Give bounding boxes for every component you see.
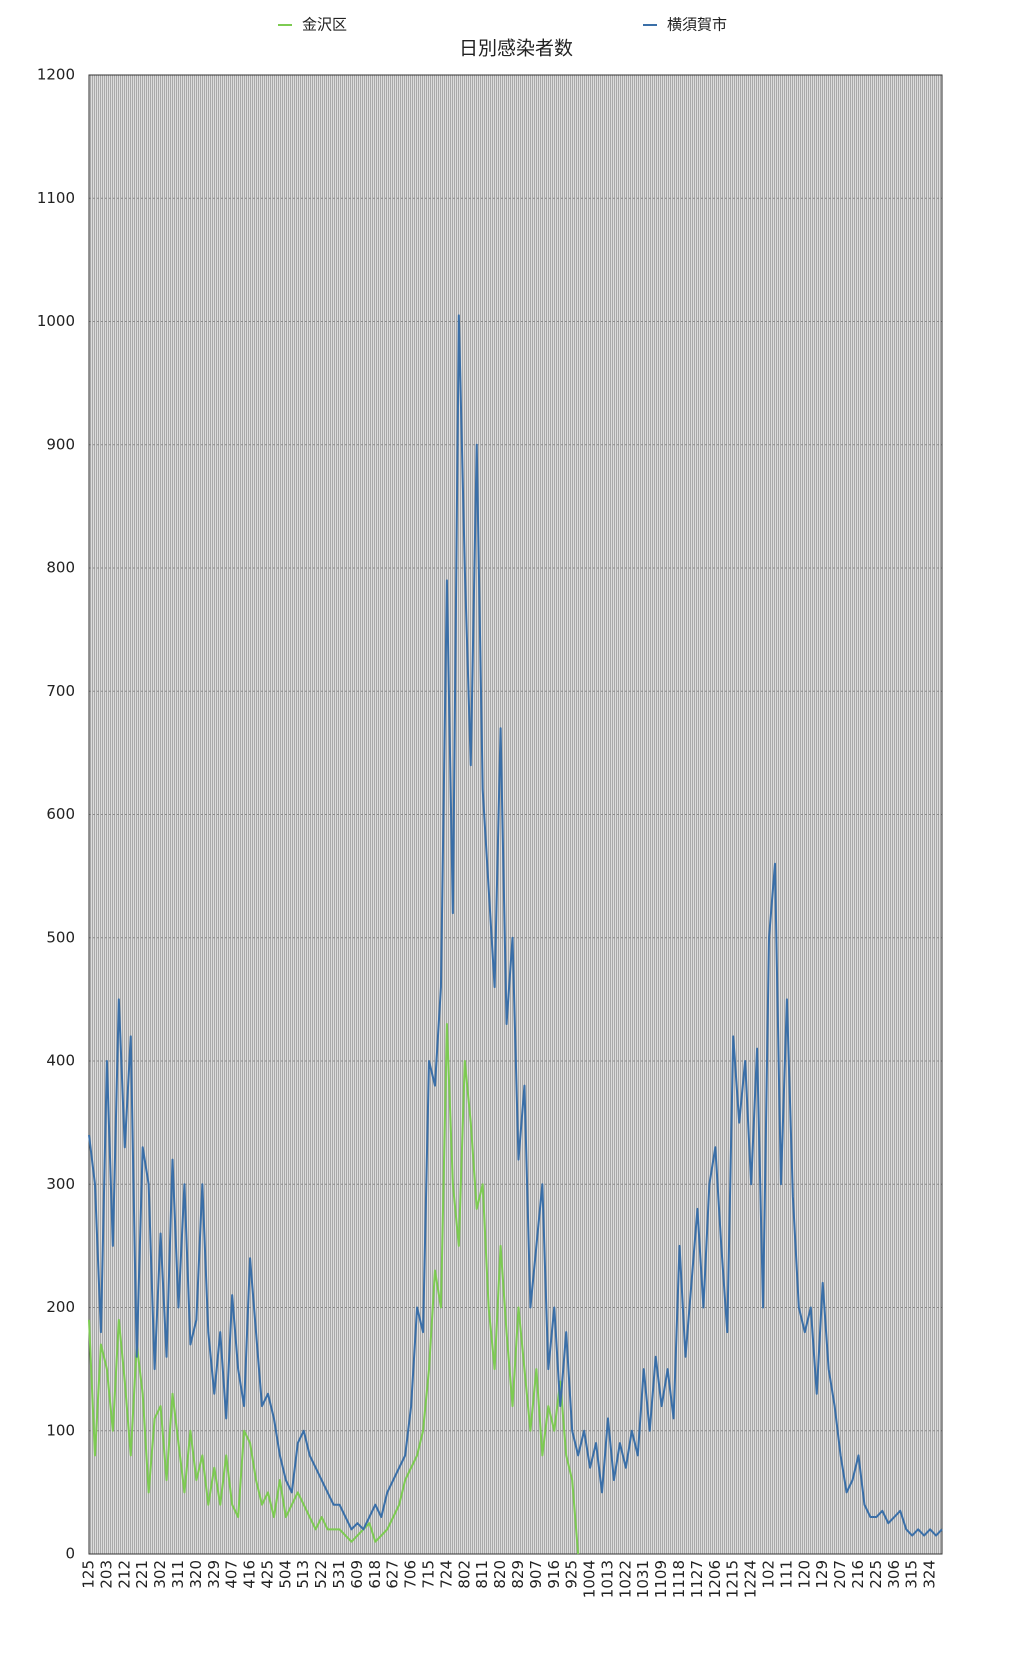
x-tick-label: 706	[402, 1560, 420, 1589]
x-tick-label: 925	[563, 1560, 581, 1589]
x-tick-label: 120	[795, 1560, 813, 1589]
y-tick-label: 1100	[37, 189, 75, 207]
x-tick-label: 306	[885, 1560, 903, 1589]
x-tick-label: 315	[903, 1560, 921, 1589]
series-line	[88, 314, 943, 1537]
x-tick-label: 311	[169, 1560, 187, 1589]
y-tick-label: 700	[46, 682, 75, 700]
x-tick-label: 129	[813, 1560, 831, 1589]
y-tick-label: 1000	[37, 312, 75, 330]
x-tick-label: 416	[241, 1560, 259, 1589]
y-tick-label: 600	[46, 805, 75, 823]
y-tick-label: 100	[46, 1421, 75, 1439]
x-tick-label: 627	[384, 1560, 402, 1589]
x-tick-label: 111	[777, 1560, 795, 1589]
y-tick-label: 300	[46, 1175, 75, 1193]
x-tick-label: 1013	[598, 1560, 616, 1598]
x-tick-label: 1215	[724, 1560, 742, 1598]
y-tick-label: 500	[46, 928, 75, 946]
x-tick-label: 425	[258, 1560, 276, 1589]
x-tick-label: 320	[187, 1560, 205, 1589]
x-tick-label: 203	[97, 1560, 115, 1589]
y-tick-label: 200	[46, 1298, 75, 1316]
x-tick-label: 329	[205, 1560, 223, 1589]
x-tick-label: 102	[760, 1560, 778, 1589]
x-tick-label: 724	[437, 1560, 455, 1589]
x-tick-label: 618	[366, 1560, 384, 1589]
x-tick-label: 811	[473, 1560, 491, 1589]
x-tick-label: 207	[831, 1560, 849, 1589]
x-tick-label: 609	[348, 1560, 366, 1589]
y-tick-label: 1200	[37, 66, 75, 84]
x-tick-label: 1022	[616, 1560, 634, 1598]
x-tick-label: 820	[491, 1560, 509, 1589]
x-tick-label: 407	[223, 1560, 241, 1589]
x-tick-label: 1118	[670, 1560, 688, 1598]
y-tick-label: 900	[46, 435, 75, 453]
x-tick-label: 216	[849, 1560, 867, 1589]
x-tick-label: 916	[545, 1560, 563, 1589]
x-tick-label: 1206	[706, 1560, 724, 1598]
x-tick-label: 829	[509, 1560, 527, 1589]
plot-border	[88, 74, 943, 1555]
x-tick-label: 802	[455, 1560, 473, 1589]
legend-label: 横須賀市	[667, 16, 727, 34]
x-tick-label: 513	[294, 1560, 312, 1589]
x-tick-label: 715	[420, 1560, 438, 1589]
x-tick-label: 907	[527, 1560, 545, 1589]
x-tick-label: 531	[330, 1560, 348, 1589]
y-tick-label: 800	[46, 559, 75, 577]
chart-title: 日別感染者数	[459, 38, 573, 60]
x-tick-label: 225	[867, 1560, 885, 1589]
x-tick-label: 1109	[652, 1560, 670, 1598]
x-tick-label: 1224	[742, 1560, 760, 1598]
x-tick-label: 212	[115, 1560, 133, 1589]
x-tick-label: 125	[80, 1560, 98, 1589]
y-tick-label: 0	[65, 1545, 75, 1563]
x-tick-label: 504	[276, 1560, 294, 1589]
x-tick-label: 1031	[634, 1560, 652, 1598]
x-tick-label: 324	[921, 1560, 939, 1589]
x-tick-label: 221	[133, 1560, 151, 1589]
series-line	[88, 1023, 580, 1555]
x-tick-label: 1004	[581, 1560, 599, 1598]
legend-label: 金沢区	[302, 16, 347, 34]
y-tick-label: 400	[46, 1052, 75, 1070]
x-tick-label: 1127	[688, 1560, 706, 1598]
x-tick-label: 522	[312, 1560, 330, 1589]
x-tick-label: 302	[151, 1560, 169, 1589]
